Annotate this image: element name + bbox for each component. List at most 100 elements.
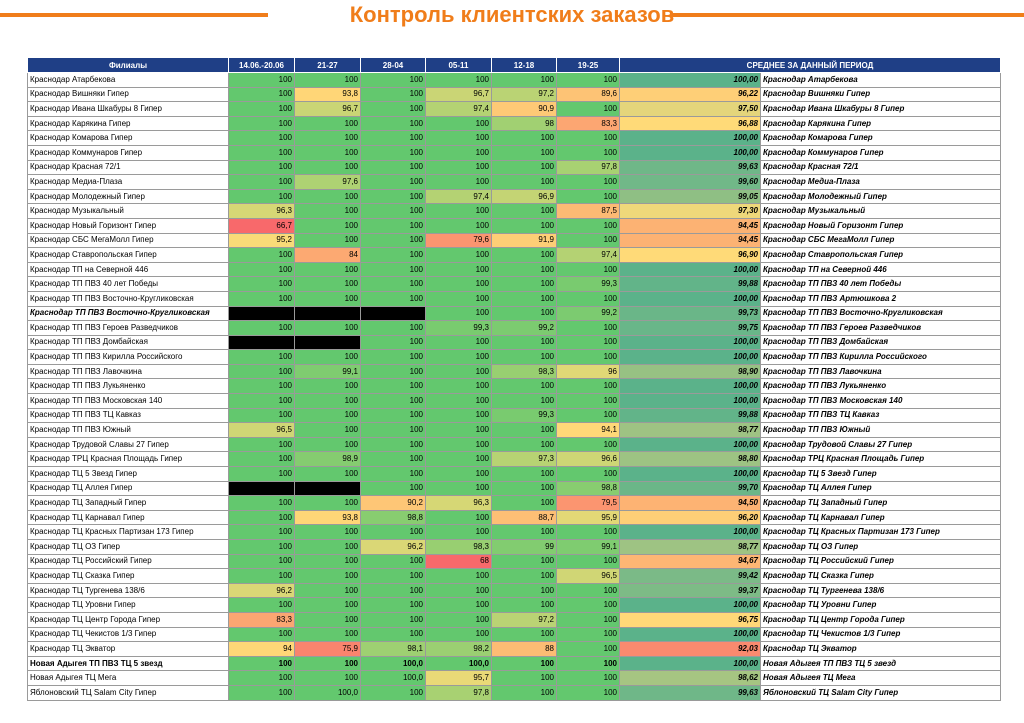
table-row: Краснодар ТЦ Уровни Гипер 100 100 100 100 100… <box>27 597 1001 613</box>
week-value: 83,3 <box>228 611 295 628</box>
average-value: 99,63 <box>619 159 761 176</box>
week-value: 98,8 <box>360 509 426 526</box>
week-value: 100 <box>294 553 361 570</box>
week-value: 99,3 <box>425 320 492 336</box>
week-value: 100 <box>228 495 295 511</box>
branch-name: Краснодар ТП ПВЗ Восточно-Кругликовская <box>27 290 229 307</box>
week-value: 100 <box>491 480 557 497</box>
week-value: 100 <box>294 407 361 424</box>
week-value: 98,9 <box>294 451 361 468</box>
week-value: 95,7 <box>425 670 492 686</box>
week-value: 100 <box>294 320 361 336</box>
week-value: 100 <box>294 670 361 686</box>
branch-label: Краснодар ТП ПВЗ Лукьяненко <box>760 378 1001 395</box>
average-value: 100,00 <box>619 334 761 351</box>
table-row: Новая Адыгея ТП ПВЗ ТЦ 5 звезд 100 100 100,… <box>27 655 1001 672</box>
branch-name: Краснодар ТЦ 5 Звезд Гипер <box>27 466 229 482</box>
week-value: 100 <box>556 641 620 657</box>
average-value: 99,88 <box>619 407 761 424</box>
week-value: 96,2 <box>360 539 426 555</box>
branch-name: Краснодар Атарбекова <box>27 72 229 88</box>
branch-label: Краснодар Красная 72/1 <box>760 159 1001 176</box>
branch-label: Краснодар ТЦ Аллея Гипер <box>760 480 1001 497</box>
table-row: Краснодар Музыкальный 96,3 100 100 100 100 87,… <box>27 203 1001 219</box>
branch-label: Краснодар ТЦ 5 Звезд Гипер <box>760 466 1001 482</box>
week-value: 88 <box>491 641 557 657</box>
week-value: 100 <box>556 684 620 701</box>
branch-name: Краснодар ТЦ ОЗ Гипер <box>27 539 229 555</box>
week-value: 100 <box>491 684 557 701</box>
branch-name: Краснодар Молодежный Гипер <box>27 188 229 205</box>
week-value <box>228 334 295 351</box>
week-value: 88,7 <box>491 509 557 526</box>
average-value: 96,75 <box>619 611 761 628</box>
week-value: 90,9 <box>491 101 557 117</box>
week-value: 100 <box>228 261 295 278</box>
table-row: Краснодар ТЦ Центр Города Гипер 83,3 100 10… <box>27 611 1001 628</box>
branch-label: Краснодар СБС МегаМолл Гипер <box>760 232 1001 249</box>
week-value: 100 <box>228 466 295 482</box>
average-value: 100,00 <box>619 349 761 365</box>
table-row: Новая Адыгея ТЦ Мега 100 100 100,0 95,7 100 10… <box>27 670 1001 686</box>
week-value: 100 <box>425 407 492 424</box>
week-value <box>228 305 295 322</box>
week-value: 100 <box>294 290 361 307</box>
week-value: 100 <box>556 188 620 205</box>
average-value: 98,80 <box>619 451 761 468</box>
week-value: 100 <box>491 466 557 482</box>
average-value: 94,45 <box>619 232 761 249</box>
week-value: 100 <box>360 86 426 103</box>
table-row: Краснодар ТП ПВЗ Героев Разведчиков 100 10… <box>27 320 1001 336</box>
week-value: 97,3 <box>491 451 557 468</box>
week-value: 96,3 <box>425 495 492 511</box>
week-value: 94 <box>228 641 295 657</box>
week-value: 100 <box>425 436 492 453</box>
branch-label: Краснодар ТЦ ОЗ Гипер <box>760 539 1001 555</box>
week-value: 100 <box>360 203 426 219</box>
week-value: 100 <box>360 407 426 424</box>
table-row: Краснодар ТП ПВЗ 40 лет Победы 100 100 100 1… <box>27 276 1001 292</box>
week-value: 100 <box>425 422 492 438</box>
average-value: 100,00 <box>619 130 761 146</box>
week-value: 100 <box>425 174 492 190</box>
branch-name: Краснодар ТП на Северной 446 <box>27 261 229 278</box>
week-value: 100 <box>425 451 492 468</box>
table-row: Краснодар ТП ПВЗ Лукьяненко 100 100 100 100 1… <box>27 378 1001 395</box>
week-value: 100 <box>425 393 492 409</box>
week-value: 100 <box>556 582 620 599</box>
week-value: 100 <box>294 393 361 409</box>
table-row: Краснодар Молодежный Гипер 100 100 100 97,4 9… <box>27 188 1001 205</box>
week-value: 100 <box>360 568 426 584</box>
week-value: 100 <box>556 217 620 234</box>
week-value: 100 <box>360 684 426 701</box>
branch-label: Краснодар ТП ПВЗ ТЦ Кавказ <box>760 407 1001 424</box>
week-value: 97,8 <box>556 159 620 176</box>
week-value: 100 <box>228 247 295 263</box>
week-value: 100 <box>360 436 426 453</box>
branch-name: Краснодар Ивана Шкабуры 8 Гипер <box>27 101 229 117</box>
table-row: Краснодар ТП на Северной 446 100 100 100 100… <box>27 261 1001 278</box>
week-value: 100 <box>425 130 492 146</box>
branch-label: Краснодар Трудовой Славы 27 Гипер <box>760 436 1001 453</box>
week-value: 100 <box>360 363 426 380</box>
week-value: 100 <box>294 436 361 453</box>
branch-name: Краснодар Коммунаров Гипер <box>27 144 229 161</box>
branch-label: Краснодар Молодежный Гипер <box>760 188 1001 205</box>
week-value: 100 <box>425 159 492 176</box>
week-value: 100 <box>294 582 361 599</box>
week-value: 100 <box>425 290 492 307</box>
column-header: 05-11 <box>425 57 492 73</box>
branch-label: Краснодар ТЦ Красных Партизан 173 Гипер <box>760 524 1001 540</box>
week-value: 100 <box>360 393 426 409</box>
branch-label: Краснодар ТЦ Экватор <box>760 641 1001 657</box>
week-value: 100 <box>228 568 295 584</box>
branch-name: Новая Адыгея ТЦ Мега <box>27 670 229 686</box>
week-value: 100 <box>294 159 361 176</box>
week-value: 96,6 <box>556 451 620 468</box>
week-value: 100 <box>425 582 492 599</box>
week-value: 99,1 <box>556 539 620 555</box>
branch-name: Краснодар Ставропольская Гипер <box>27 247 229 263</box>
average-value: 98,62 <box>619 670 761 686</box>
week-value: 100 <box>556 553 620 570</box>
header-row: Филиалы 14.06.-20.06 21-27 28-04 05-11 12-18 1… <box>27 57 1001 73</box>
